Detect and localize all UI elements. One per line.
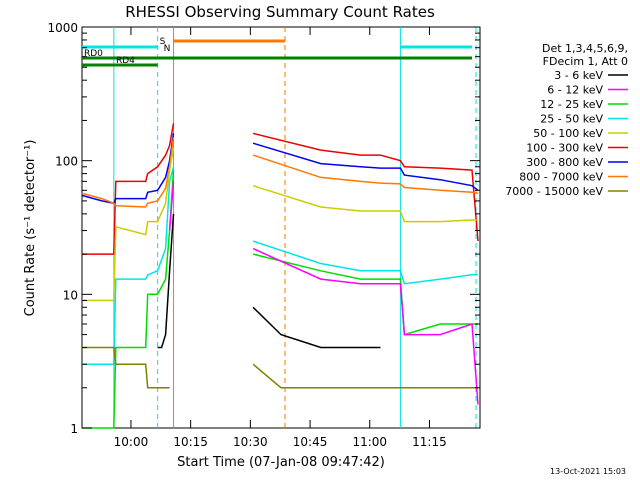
x-tick-label-0: 10:00 (114, 435, 149, 449)
legend-header-2: FDecim 1, Att 0 (543, 55, 628, 68)
series-line-8 (82, 346, 478, 389)
axes: 10:00 10:15 10:30 10:45 11:00 11:15 1 10 100 1000 (47, 21, 480, 449)
legend: Det 1,3,4,5,6,9, FDecim 1, Att 0 3 - 6 k… (505, 42, 628, 198)
status-bar-label-3: RD0 (84, 49, 103, 59)
legend-header-1: Det 1,3,4,5,6,9, (542, 42, 628, 55)
legend-label-4: 50 - 100 keV (533, 127, 603, 140)
flag-1: N (164, 44, 171, 54)
series-line-7 (157, 213, 381, 349)
x-tick-label-4: 11:00 (352, 435, 387, 449)
series-line-2 (81, 137, 479, 208)
x-tick-label-5: 11:15 (412, 435, 447, 449)
y-axis-label: Count Rate (s⁻¹ detector⁻¹) (23, 140, 38, 317)
legend-label-2: 12 - 25 keV (540, 98, 603, 111)
flag-0: S (160, 37, 166, 47)
x-axis-label: Start Time (07-Jan-08 09:47:42) (177, 455, 385, 470)
series-line-4 (82, 166, 478, 365)
y-tick-label-1: 10 (63, 288, 78, 302)
legend-label-1: 6 - 12 keV (547, 84, 603, 97)
series-line-3 (82, 147, 478, 302)
legend-label-7: 800 - 7000 keV (519, 171, 603, 184)
vertical-markers (113, 27, 477, 428)
legend-label-3: 25 - 50 keV (540, 113, 603, 126)
legend-label-5: 100 - 300 keV (526, 142, 603, 155)
series-line-1 (81, 133, 479, 205)
status-bar-label-4: RD4 (116, 56, 135, 66)
y-tick-label-2: 100 (55, 155, 78, 169)
x-tick-label-3: 10:45 (293, 435, 328, 449)
x-tick-label-2: 10:30 (233, 435, 268, 449)
x-tick-label-1: 10:15 (173, 435, 208, 449)
legend-label-6: 300 - 800 keV (526, 156, 603, 169)
chart-title: RHESSI Observing Summary Count Rates (125, 3, 435, 21)
plot-frame (81, 26, 481, 429)
series-line-5 (82, 170, 478, 429)
series-line-6 (168, 181, 479, 405)
data-series (81, 123, 479, 429)
generated-date: 13-Oct-2021 15:03 (550, 467, 626, 476)
y-tick-label-3: 1000 (47, 21, 78, 35)
legend-label-0: 3 - 6 keV (554, 69, 603, 82)
legend-label-8: 7000 - 15000 keV (505, 185, 603, 198)
y-tick-label-0: 1 (70, 422, 78, 436)
status-bars: RD0 RD4 SN (82, 37, 473, 67)
series-line-0 (82, 123, 479, 255)
